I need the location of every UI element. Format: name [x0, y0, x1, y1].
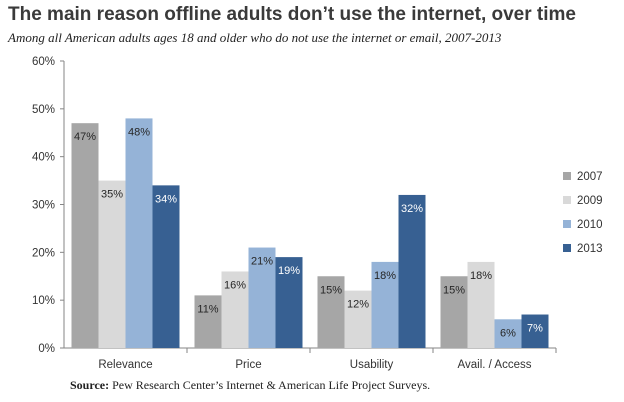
- data-label: 12%: [347, 299, 369, 311]
- data-label: 21%: [251, 256, 273, 268]
- data-label: 34%: [155, 193, 177, 205]
- legend-label: 2013: [577, 243, 603, 255]
- y-tick-label: 50%: [32, 104, 55, 116]
- bar: [398, 194, 426, 348]
- bar: [71, 123, 99, 348]
- source-note: Source: Pew Research Center’s Internet &…: [70, 378, 430, 393]
- data-label: 35%: [101, 189, 123, 201]
- x-tick-label: Relevance: [98, 359, 152, 371]
- data-label: 16%: [224, 279, 246, 291]
- x-tick-label: Avail. / Access: [458, 359, 532, 371]
- x-tick-label: Usability: [350, 359, 394, 371]
- data-label: 47%: [74, 131, 96, 143]
- source-text: Pew Research Center’s Internet & America…: [109, 378, 431, 392]
- bar: [317, 276, 345, 348]
- data-label: 7%: [527, 323, 543, 335]
- data-label: 18%: [374, 270, 396, 282]
- data-label: 15%: [443, 284, 465, 296]
- bar: [440, 276, 468, 348]
- bar: [248, 247, 276, 348]
- legend-swatch: [563, 172, 571, 180]
- data-label: 11%: [197, 303, 218, 315]
- bar: [275, 257, 303, 348]
- y-tick-label: 10%: [32, 295, 55, 307]
- y-tick-label: 30%: [32, 200, 55, 212]
- bar: [494, 319, 522, 348]
- data-label: 48%: [128, 126, 150, 138]
- legend-label: 2009: [577, 195, 603, 207]
- data-label: 18%: [470, 270, 492, 282]
- legend-label: 2010: [577, 219, 603, 231]
- y-tick-label: 40%: [32, 152, 55, 164]
- bar: [152, 185, 180, 348]
- y-tick-label: 0%: [38, 343, 55, 355]
- data-label: 32%: [401, 203, 423, 215]
- bar: [98, 180, 126, 348]
- bar: [221, 271, 249, 348]
- data-label: 19%: [278, 265, 300, 277]
- legend-swatch: [563, 244, 571, 252]
- chart-subtitle: Among all American adults ages 18 and ol…: [8, 30, 502, 45]
- data-label: 6%: [500, 327, 516, 339]
- bar: [194, 295, 222, 348]
- y-tick-label: 20%: [32, 247, 55, 259]
- y-tick-label: 60%: [32, 56, 55, 68]
- bar: [371, 261, 399, 348]
- bar: [467, 261, 495, 348]
- bar: [344, 290, 372, 348]
- legend-swatch: [563, 220, 571, 228]
- source-label: Source:: [70, 378, 110, 392]
- x-tick-label: Price: [235, 359, 261, 371]
- bar: [125, 118, 153, 349]
- chart-title: The main reason offline adults don’t use…: [8, 4, 576, 25]
- data-label: 15%: [320, 284, 342, 296]
- bar: [521, 314, 549, 348]
- legend-swatch: [563, 196, 571, 204]
- legend-label: 2007: [577, 171, 603, 183]
